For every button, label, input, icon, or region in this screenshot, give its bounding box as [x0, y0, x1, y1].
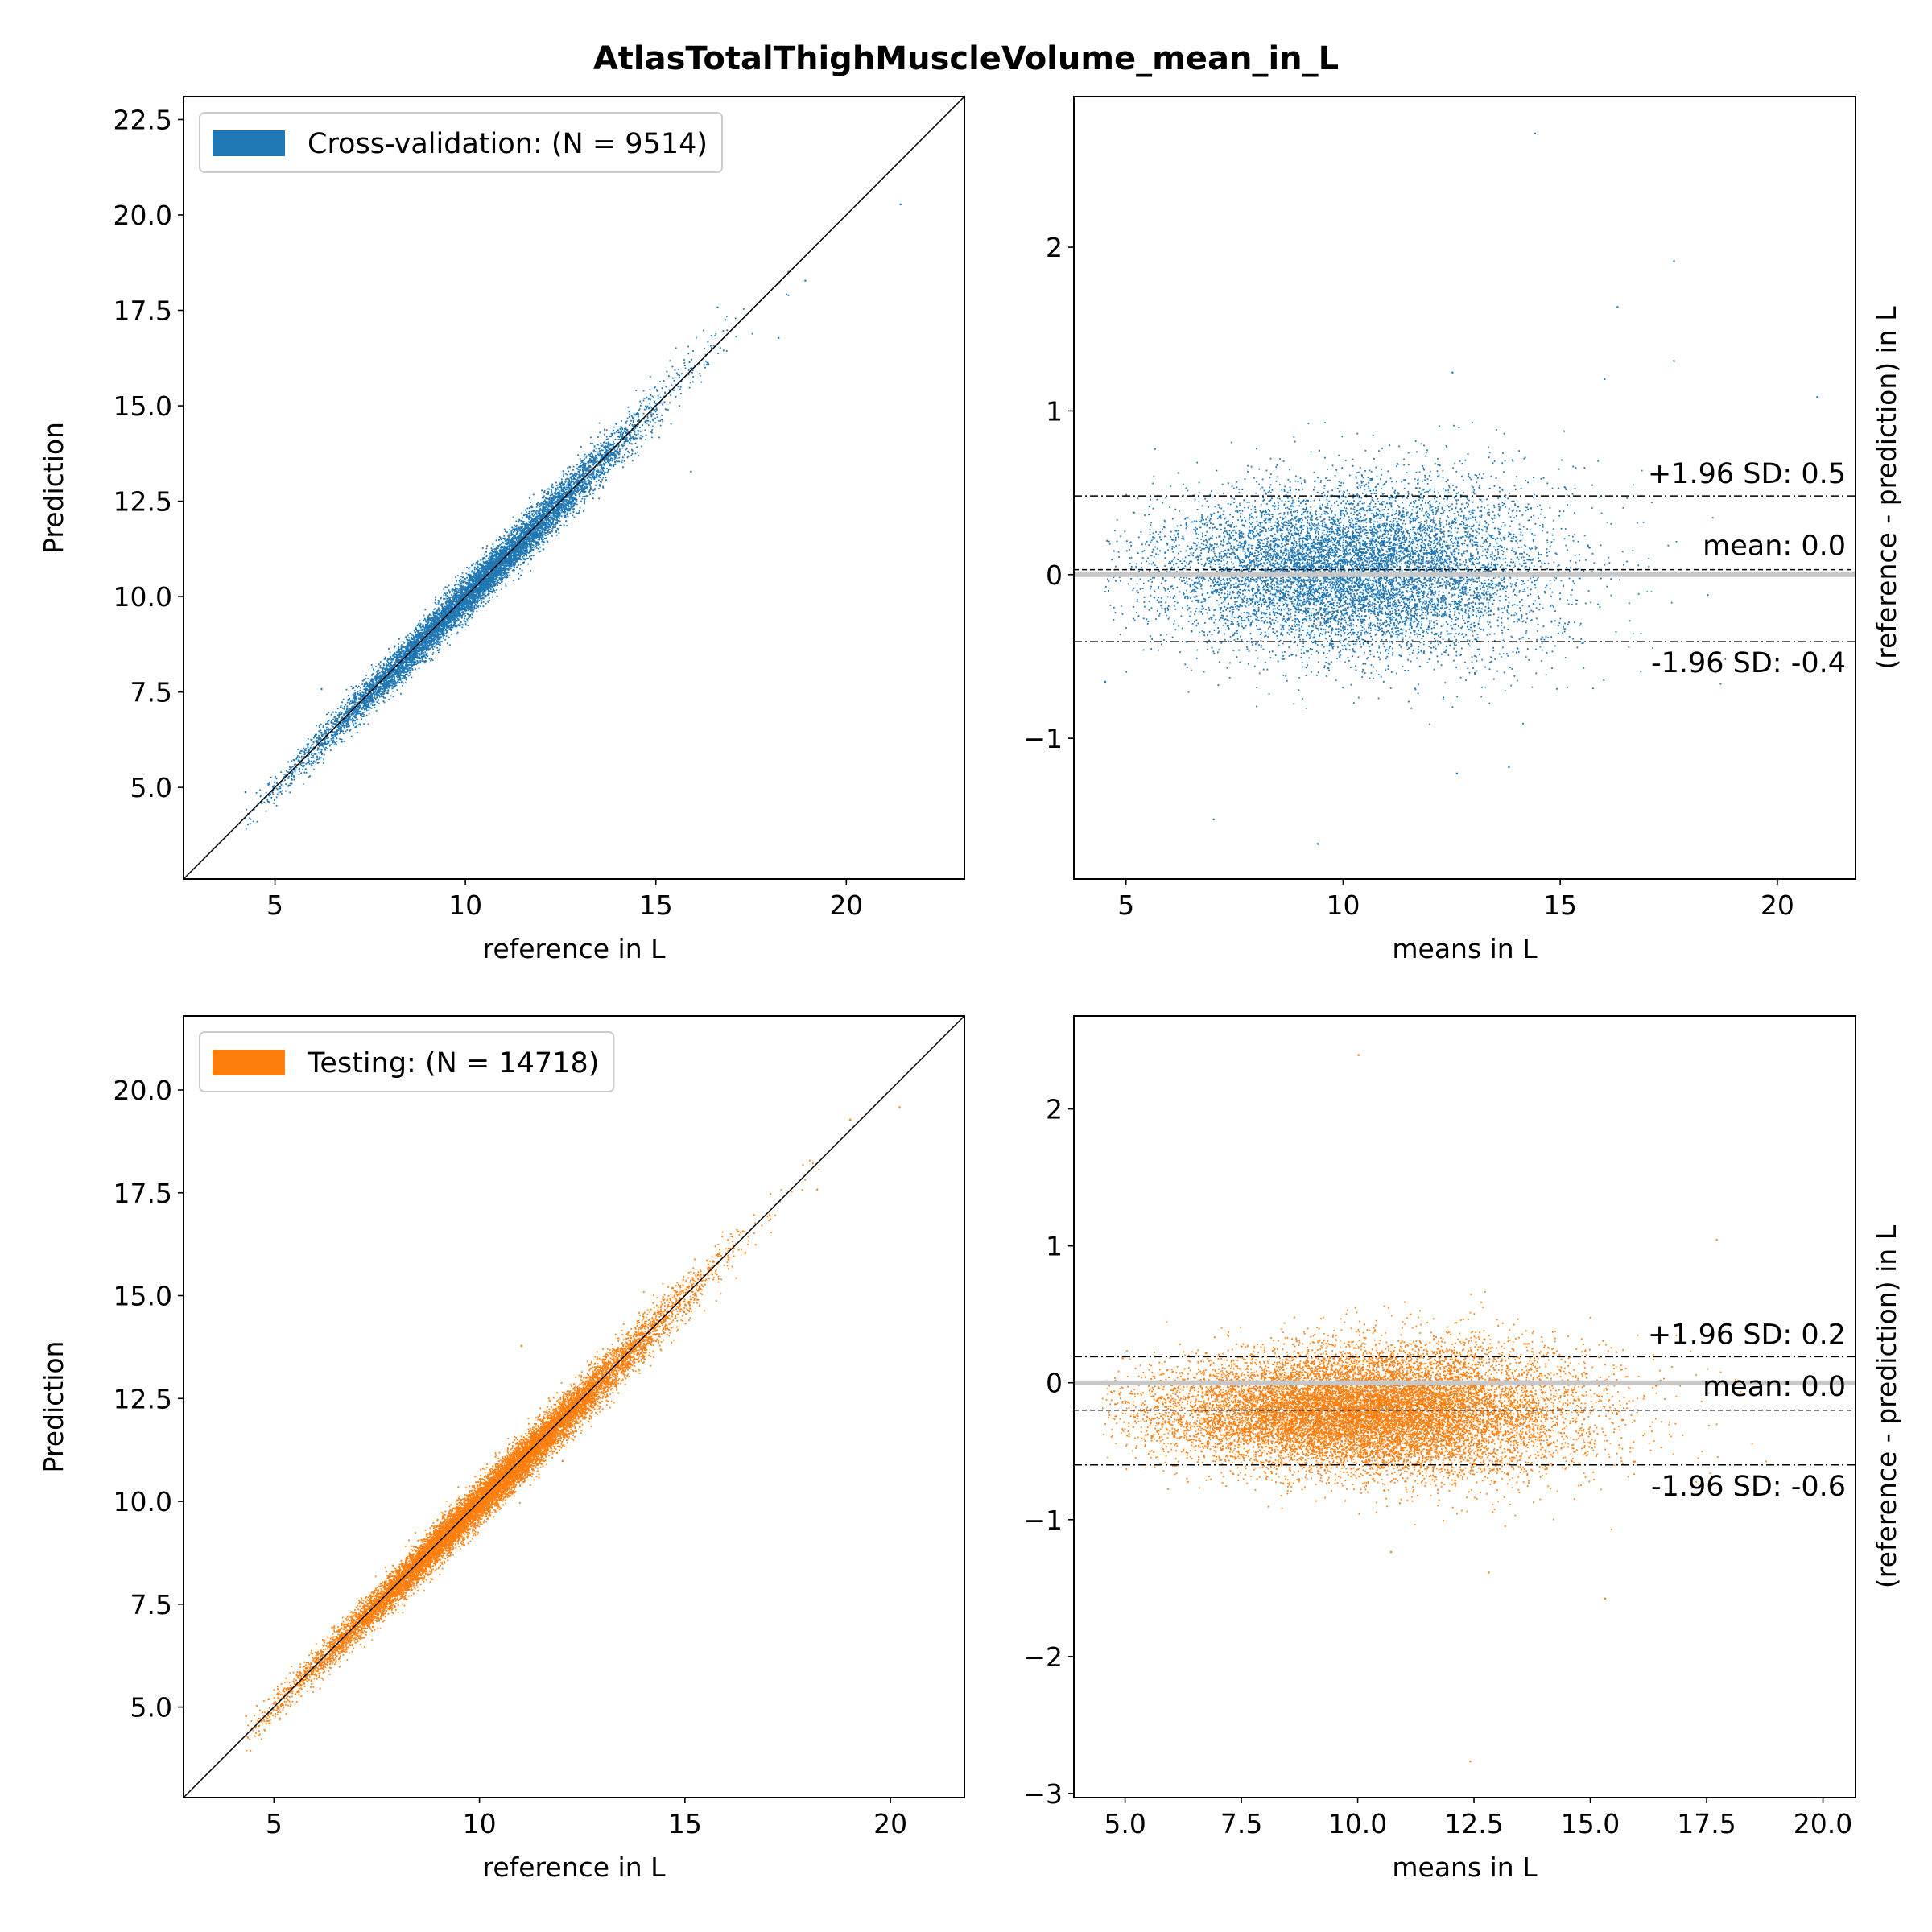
x-tick-label: 5 [266, 1808, 283, 1839]
y-tick-label: 7.5 [130, 677, 172, 708]
y-tick-label: 7.5 [130, 1589, 172, 1620]
x-ticks: 5 10 15 20 [1117, 879, 1794, 921]
data-points [1101, 1054, 1767, 1763]
figure-title: AtlasTotalThighMuscleVolume_mean_in_L [593, 40, 1339, 77]
x-tick-label: 5 [266, 890, 283, 921]
legend-swatch [213, 1050, 285, 1075]
y-tick-label: 2 [1046, 232, 1063, 263]
y-tick-label: 22.5 [114, 104, 172, 135]
y-tick-label: 20.0 [114, 1075, 172, 1106]
x-tick-label: 5 [1117, 890, 1134, 921]
data-points [245, 1106, 901, 1752]
x-tick-label: 10.0 [1328, 1808, 1387, 1839]
y-tick-label: 0 [1046, 1368, 1063, 1399]
y-axis-label: (reference - prediction) in L [1871, 306, 1902, 670]
data-points [244, 203, 902, 830]
x-tick-label: 5.0 [1104, 1808, 1146, 1839]
x-tick-label: 15 [1543, 890, 1577, 921]
y-ticks: 5.0 7.5 10.0 12.5 15.0 17.5 20.0 [114, 1075, 184, 1724]
x-tick-label: 20.0 [1794, 1808, 1852, 1839]
lower-limit-label: -1.96 SD: -0.6 [1651, 1471, 1846, 1503]
identity-line [184, 97, 964, 879]
y-axis-label: Prediction [38, 1341, 69, 1473]
legend-frame [199, 1031, 615, 1092]
x-tick-label: 17.5 [1677, 1808, 1736, 1839]
lower-limit-label: -1.96 SD: -0.4 [1651, 647, 1846, 679]
legend-swatch [213, 130, 285, 156]
legend-label: Cross-validation: (N = 9514) [308, 128, 708, 160]
upper-limit-label: +1.96 SD: 0.5 [1648, 458, 1846, 490]
y-tick-label: −3 [1023, 1778, 1063, 1810]
x-tick-label: 15 [668, 1808, 702, 1839]
legend: Testing: (N = 14718) [199, 1031, 615, 1092]
y-tick-label: 12.5 [114, 486, 172, 518]
y-tick-label: 5.0 [130, 1692, 172, 1724]
panel-testing-bland-altman: 5.0 7.5 10.0 12.5 15.0 17.5 20.0 −3 −2 −1 0 1 2 mea… [1023, 1015, 1902, 1883]
point-cloud [244, 203, 902, 830]
x-tick-label: 10 [1326, 890, 1360, 921]
y-axis-label: Prediction [38, 422, 69, 554]
legend-label: Testing: (N = 14718) [307, 1047, 599, 1080]
mean-label: mean: 0.0 [1703, 1371, 1846, 1403]
panel-testing-scatter: 5 10 15 20 5.0 7.5 10.0 12.5 15.0 17.5 20.0 refer… [38, 1015, 965, 1883]
y-ticks: −3 −2 −1 0 1 2 [1023, 1094, 1074, 1810]
y-tick-label: −2 [1023, 1641, 1063, 1673]
x-ticks: 5.0 7.5 10.0 12.5 15.0 17.5 20.0 [1104, 1798, 1852, 1839]
y-tick-label: 2 [1046, 1094, 1063, 1125]
reference-lines [184, 97, 964, 879]
identity-line [184, 1016, 964, 1798]
y-tick-label: 12.5 [114, 1383, 172, 1414]
point-cloud [1101, 1054, 1767, 1763]
point-cloud [245, 1106, 901, 1752]
reference-lines [1074, 1356, 1856, 1466]
y-tick-label: 1 [1046, 395, 1063, 427]
y-tick-label: 1 [1046, 1231, 1063, 1262]
x-tick-label: 20 [873, 1808, 907, 1839]
x-tick-label: 10 [463, 1808, 497, 1839]
upper-limit-label: +1.96 SD: 0.2 [1648, 1319, 1846, 1351]
y-ticks: 5.0 7.5 10.0 12.5 15.0 17.5 20.0 22.5 [114, 104, 184, 803]
x-tick-label: 15 [639, 890, 673, 921]
plot-area [1073, 96, 1856, 880]
y-tick-label: 10.0 [114, 581, 172, 613]
y-tick-label: 20.0 [114, 200, 172, 231]
plot-area [1073, 1015, 1856, 1798]
reference-lines [184, 1016, 964, 1798]
legend-frame [199, 112, 724, 173]
x-axis-label: reference in L [482, 1852, 666, 1883]
y-tick-label: 5.0 [130, 772, 172, 803]
x-tick-label: 12.5 [1444, 1808, 1503, 1839]
reference-lines [1074, 495, 1856, 642]
panel-cv-bland-altman: 5 10 15 20 −1 0 1 2 means in L (reference - pr… [1023, 96, 1902, 964]
y-tick-label: −1 [1023, 723, 1063, 754]
y-tick-label: −1 [1023, 1505, 1063, 1536]
x-tick-label: 20 [829, 890, 863, 921]
plot-area [183, 96, 965, 880]
x-tick-label: 7.5 [1220, 1808, 1262, 1839]
y-tick-label: 15.0 [114, 390, 172, 422]
y-axis-label: (reference - prediction) in L [1871, 1224, 1902, 1588]
y-tick-label: 10.0 [114, 1486, 172, 1517]
x-ticks: 5 10 15 20 [266, 879, 863, 921]
mean-label: mean: 0.0 [1703, 530, 1846, 563]
y-tick-label: 17.5 [114, 295, 172, 327]
panel-cv-scatter: 5 10 15 20 5.0 7.5 10.0 12.5 15.0 17.5 20.0 22.5 r… [38, 96, 965, 964]
plot-area [183, 1015, 965, 1798]
y-tick-label: 17.5 [114, 1178, 172, 1209]
x-axis-label: reference in L [482, 933, 666, 964]
y-tick-label: 0 [1046, 559, 1063, 591]
y-tick-label: 15.0 [114, 1281, 172, 1312]
legend: Cross-validation: (N = 9514) [199, 112, 724, 173]
x-tick-label: 20 [1761, 890, 1794, 921]
x-ticks: 5 10 15 20 [266, 1798, 907, 1839]
x-axis-label: means in L [1392, 1852, 1538, 1883]
x-tick-label: 15.0 [1561, 1808, 1620, 1839]
x-axis-label: means in L [1392, 933, 1538, 964]
y-ticks: −1 0 1 2 [1023, 232, 1074, 754]
x-tick-label: 10 [448, 890, 482, 921]
